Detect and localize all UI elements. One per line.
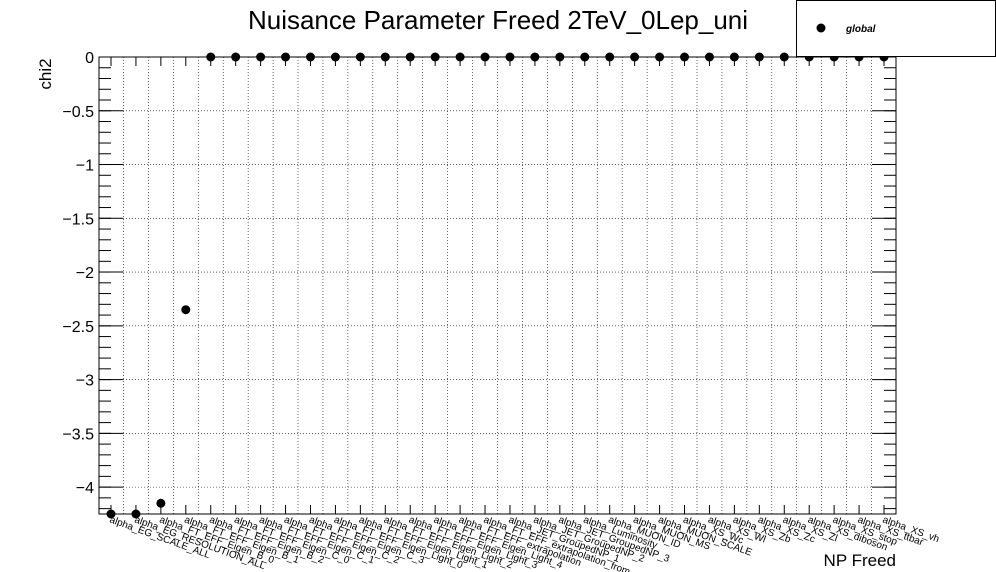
data-point (455, 52, 465, 62)
data-point (505, 52, 515, 62)
data-point (605, 52, 615, 62)
y-tick-label: −2.5 (62, 319, 94, 336)
data-point (480, 52, 490, 62)
data-point (430, 52, 440, 62)
y-tick-label: −1.5 (62, 211, 94, 228)
y-tick-label: 0 (85, 50, 94, 67)
data-point (779, 52, 789, 62)
plot-frame (98, 56, 897, 515)
data-points (106, 52, 889, 519)
legend-label-global: global (845, 24, 876, 35)
data-point (754, 52, 764, 62)
data-point (680, 52, 690, 62)
data-point (405, 52, 415, 62)
data-point (355, 52, 365, 62)
data-point (131, 509, 141, 519)
data-point (655, 52, 665, 62)
data-point (106, 509, 116, 519)
data-point (555, 52, 565, 62)
chart-title: Nuisance Parameter Freed 2TeV_0Lep_uni (248, 5, 748, 35)
data-point (330, 52, 340, 62)
data-point (256, 52, 266, 62)
axis-ticks (99, 56, 896, 514)
legend-box (796, 0, 996, 57)
data-point (580, 52, 590, 62)
y-tick-label: −0.5 (62, 104, 94, 121)
y-axis-title: chi2 (36, 58, 55, 89)
y-tick-label: −3.5 (62, 426, 94, 443)
legend: global (796, 0, 996, 57)
data-point (729, 52, 739, 62)
data-point (380, 52, 390, 62)
data-point (305, 52, 315, 62)
x-axis-title: NP Freed (824, 551, 896, 570)
data-point (206, 52, 216, 62)
y-tick-label: −1 (76, 158, 94, 175)
y-tick-label: −2 (76, 265, 94, 282)
data-point (630, 52, 640, 62)
data-point (231, 52, 241, 62)
data-point (530, 52, 540, 62)
data-point (281, 52, 291, 62)
y-tick-label: −4 (76, 480, 94, 497)
grid (99, 57, 896, 514)
legend-marker-global (816, 23, 826, 33)
y-tick-label: −3 (76, 373, 94, 390)
data-point (156, 498, 166, 508)
data-point (181, 305, 191, 315)
y-tick-labels: 0 −0.5 −1 −1.5 −2 −2.5 −3 −3.5 −4 (62, 50, 94, 497)
data-point (704, 52, 714, 62)
